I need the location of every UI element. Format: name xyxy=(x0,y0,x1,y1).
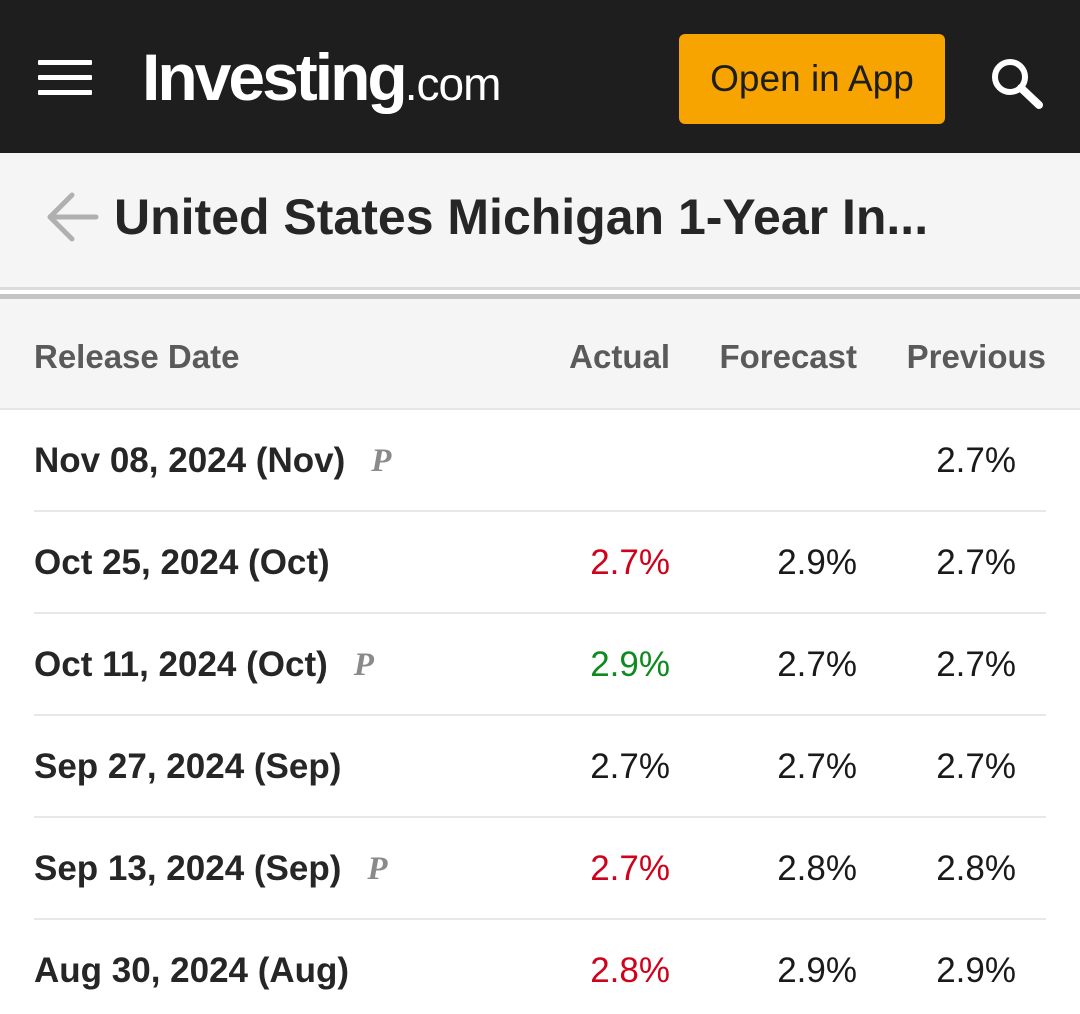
release-date-cell: Oct 11, 2024 (Oct) P xyxy=(34,644,374,686)
preliminary-badge[interactable]: P xyxy=(371,443,392,479)
release-date: Oct 25, 2024 (Oct) xyxy=(34,543,330,582)
row-divider xyxy=(34,510,1046,512)
top-navigation-bar: Investing.com Open in App xyxy=(0,0,1080,153)
divider xyxy=(0,294,1080,299)
column-header-actual: Actual xyxy=(569,338,670,375)
investing-logo[interactable]: Investing.com xyxy=(142,32,502,122)
search-icon[interactable] xyxy=(986,54,1046,110)
release-date: Nov 08, 2024 (Nov) xyxy=(34,441,346,480)
page-title: United States Michigan 1-Year In... xyxy=(114,189,929,245)
row-divider xyxy=(34,918,1046,920)
previous-value: 2.8% xyxy=(936,849,1016,888)
forecast-value: 2.7% xyxy=(777,747,857,786)
logo-wordmark: Investing xyxy=(142,40,408,114)
release-date: Sep 13, 2024 (Sep) xyxy=(34,849,342,888)
actual-value: 2.7% xyxy=(590,543,670,582)
actual-value: 2.7% xyxy=(590,849,670,888)
forecast-value: 2.7% xyxy=(777,645,857,684)
hamburger-menu-icon[interactable] xyxy=(38,60,92,96)
divider xyxy=(0,287,1080,290)
row-divider xyxy=(34,714,1046,716)
forecast-value: 2.9% xyxy=(777,543,857,582)
actual-value: 2.9% xyxy=(590,645,670,684)
row-divider xyxy=(34,612,1046,614)
previous-value: 2.7% xyxy=(936,747,1016,786)
preliminary-badge[interactable]: P xyxy=(353,647,374,683)
logo-domain-suffix: .com xyxy=(404,58,502,110)
back-arrow-icon[interactable] xyxy=(44,191,100,243)
release-date-cell: Sep 13, 2024 (Sep) P xyxy=(34,848,388,890)
open-in-app-button[interactable]: Open in App xyxy=(679,34,945,124)
release-date-cell: Aug 30, 2024 (Aug) xyxy=(34,950,349,992)
column-header-release-date: Release Date xyxy=(34,338,240,375)
forecast-value: 2.9% xyxy=(777,951,857,990)
release-date: Oct 11, 2024 (Oct) xyxy=(34,645,328,684)
release-date-cell: Oct 25, 2024 (Oct) xyxy=(34,542,330,584)
table-row[interactable]: Sep 27, 2024 (Sep) 2.7% 2.7% 2.7% xyxy=(0,716,1080,818)
preliminary-badge[interactable]: P xyxy=(367,851,388,887)
table-row[interactable]: Sep 13, 2024 (Sep) P 2.7% 2.8% 2.8% xyxy=(0,818,1080,920)
row-divider xyxy=(34,816,1046,818)
table-row[interactable]: Aug 30, 2024 (Aug) 2.8% 2.9% 2.9% xyxy=(0,920,1080,1014)
forecast-value: 2.8% xyxy=(777,849,857,888)
table-row[interactable]: Nov 08, 2024 (Nov) P 2.7% xyxy=(0,410,1080,512)
column-header-previous: Previous xyxy=(906,338,1046,375)
release-date: Aug 30, 2024 (Aug) xyxy=(34,951,350,990)
previous-value: 2.7% xyxy=(936,645,1016,684)
actual-value: 2.7% xyxy=(590,747,670,786)
previous-value: 2.9% xyxy=(936,951,1016,990)
table-row[interactable]: Oct 25, 2024 (Oct) 2.7% 2.9% 2.7% xyxy=(0,512,1080,614)
previous-value: 2.7% xyxy=(936,543,1016,582)
column-header-forecast: Forecast xyxy=(719,338,857,375)
release-date: Sep 27, 2024 (Sep) xyxy=(34,747,342,786)
table-row[interactable]: Oct 11, 2024 (Oct) P 2.9% 2.7% 2.7% xyxy=(0,614,1080,716)
release-date-cell: Sep 27, 2024 (Sep) xyxy=(34,746,341,788)
release-date-cell: Nov 08, 2024 (Nov) P xyxy=(34,440,391,482)
previous-value: 2.7% xyxy=(936,441,1016,480)
page-title-bar xyxy=(0,153,1080,287)
table-header: Release Date Actual Forecast Previous xyxy=(0,299,1080,410)
actual-value: 2.8% xyxy=(590,951,670,990)
